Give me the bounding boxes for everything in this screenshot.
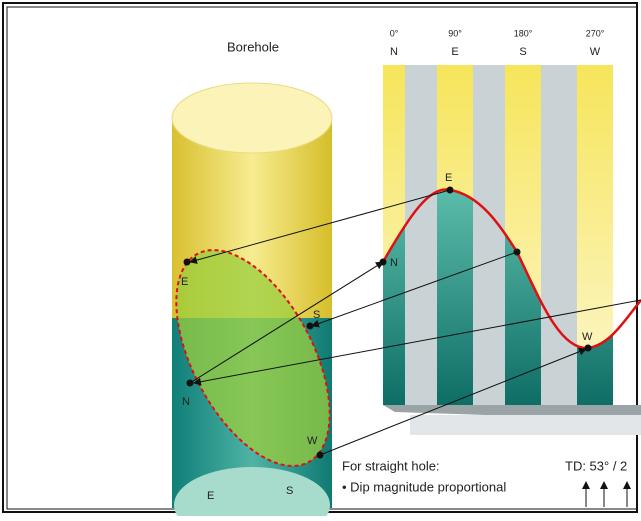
cylinder-top (172, 83, 332, 153)
note-td: TD: 53° / 2 (565, 458, 627, 473)
curve-label: N (390, 257, 398, 269)
ellipse-label: W (307, 435, 318, 447)
curve-label: E (445, 172, 452, 184)
direction: N (390, 46, 398, 58)
curve-label: W (582, 331, 593, 343)
diagram: Borehole 0° N 90° E 180° S 270° W E N W … (0, 0, 641, 516)
ellipse-label: E (181, 276, 188, 288)
direction: W (590, 46, 601, 58)
ellipse-label: S (313, 309, 320, 321)
note-heading: For straight hole: (342, 458, 440, 473)
td-arrows (586, 482, 627, 507)
degree: 180° (514, 28, 533, 38)
page: {"header": {"title": "Borehole"}, "colum… (0, 0, 641, 516)
degree: 270° (586, 28, 605, 38)
direction: E (451, 46, 458, 58)
strip-shadow (410, 415, 641, 435)
title: Borehole (227, 39, 279, 54)
degree: 0° (390, 28, 399, 38)
degree: 90° (448, 28, 462, 38)
bottom-label: S (286, 485, 293, 497)
bottom-label: E (207, 490, 214, 502)
direction: S (519, 46, 526, 58)
note-bullet: • Dip magnitude proportional (342, 479, 506, 494)
ellipse-label: N (182, 396, 190, 408)
